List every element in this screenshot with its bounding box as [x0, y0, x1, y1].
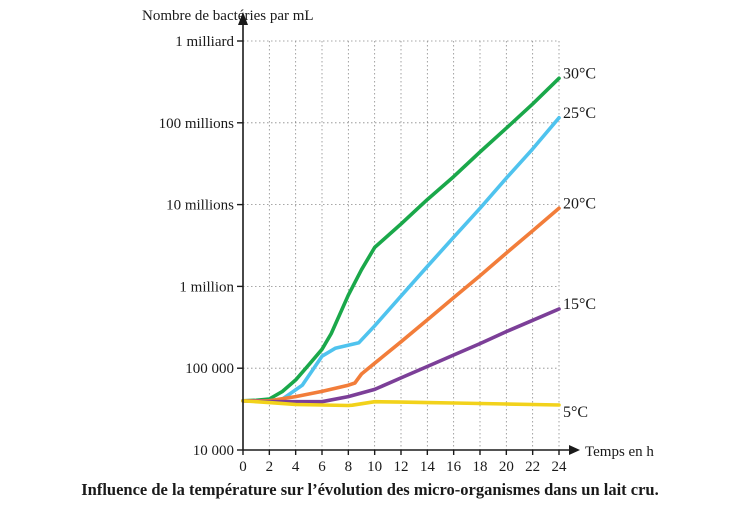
x-tick-label: 6: [318, 459, 326, 475]
series-line-25c: [241, 116, 561, 403]
y-tick-label: 10 000: [193, 443, 234, 459]
y-axis-title: Nombre de bactéries par mL: [142, 8, 314, 24]
x-axis-title: Temps en h: [585, 444, 654, 460]
series-labels: 30°C 25°C 20°C 15°C 5°C: [563, 65, 596, 421]
x-tick-label: 4: [292, 459, 300, 475]
series-lines: [241, 76, 561, 408]
y-tick-label: 10 millions: [166, 198, 234, 214]
series-line-5c: [241, 399, 561, 408]
series-line-30c: [241, 76, 561, 403]
series-label-15c: 15°C: [563, 296, 596, 313]
series-label-5c: 5°C: [563, 404, 588, 421]
series-label-30c: 30°C: [563, 65, 596, 82]
chart-caption: Influence de la température sur l’évolut…: [81, 480, 659, 499]
x-tick-label: 12: [394, 459, 409, 475]
series-line-15c: [241, 307, 561, 404]
x-axis-arrow-icon: [569, 445, 580, 455]
grid: [243, 40, 560, 450]
x-tick-label: 20: [499, 459, 514, 475]
x-tick-label: 18: [473, 459, 488, 475]
x-tick-label: 0: [239, 459, 247, 475]
y-tick-label: 100 000: [185, 361, 234, 377]
y-tick-label: 1 milliard: [175, 34, 234, 50]
series-label-25c: 25°C: [563, 105, 596, 122]
axes: [238, 12, 580, 455]
x-tick-label: 22: [525, 459, 540, 475]
series-line-20c: [241, 206, 561, 403]
x-tick-label: 8: [345, 459, 353, 475]
x-tick-label: 2: [266, 459, 274, 475]
x-tick-label: 14: [420, 459, 436, 475]
y-axis-arrow-icon: [238, 12, 248, 25]
x-tick-label: 24: [552, 459, 568, 475]
x-tick-label: 10: [367, 459, 382, 475]
series-label-20c: 20°C: [563, 195, 596, 212]
y-tick-label: 1 million: [179, 279, 234, 295]
y-tick-label: 100 millions: [159, 116, 235, 132]
x-tick-label: 16: [446, 459, 462, 475]
